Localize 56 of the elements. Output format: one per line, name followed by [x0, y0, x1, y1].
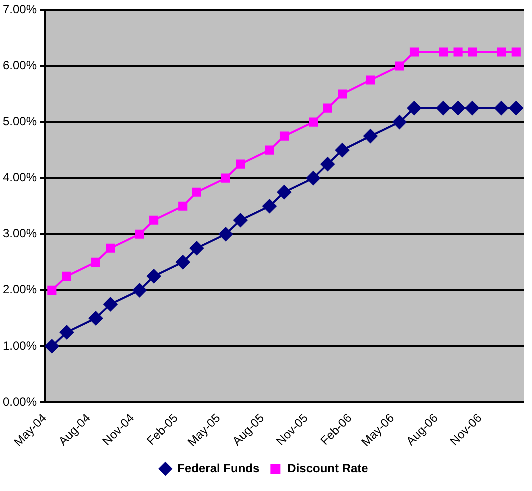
point [323, 104, 332, 113]
y-tick-label: 7.00% [2, 2, 38, 17]
point [395, 62, 404, 71]
point [265, 146, 274, 155]
point [62, 272, 72, 281]
point [509, 101, 524, 116]
point [320, 157, 335, 172]
point [466, 101, 480, 116]
point [451, 101, 466, 116]
point [104, 297, 118, 312]
point [494, 101, 509, 116]
point [45, 339, 60, 354]
y-tick-label: 5.00% [2, 114, 38, 129]
legend-label: Federal Funds [178, 461, 260, 476]
point [262, 199, 277, 214]
point [309, 118, 318, 127]
point [60, 325, 74, 340]
point [338, 90, 348, 99]
point [278, 185, 292, 200]
y-tick-label: 6.00% [2, 58, 38, 73]
y-tick-label: 0.00% [2, 394, 38, 409]
point [364, 129, 378, 144]
point [236, 160, 246, 169]
point [306, 171, 321, 186]
point [439, 48, 448, 57]
point [48, 286, 57, 295]
y-tick-label: 4.00% [2, 170, 38, 185]
point [132, 283, 147, 298]
point [106, 244, 116, 253]
point [468, 48, 478, 57]
point [497, 48, 506, 57]
point [218, 227, 233, 242]
point [336, 143, 350, 158]
point [392, 115, 407, 130]
point [176, 255, 190, 270]
point [221, 174, 230, 183]
point [234, 213, 248, 228]
point [192, 188, 202, 197]
point [135, 230, 144, 239]
point [190, 241, 204, 256]
y-tick-label: 3.00% [2, 226, 38, 241]
point [91, 258, 101, 267]
point [88, 311, 103, 326]
point [150, 216, 159, 225]
point [280, 132, 290, 141]
point [178, 202, 188, 211]
point [147, 269, 162, 284]
y-tick-label: 2.00% [2, 282, 38, 297]
point [366, 76, 376, 85]
point [512, 48, 521, 57]
point [407, 101, 422, 116]
point [410, 48, 420, 57]
point [454, 48, 463, 57]
legend-label: Discount Rate [288, 461, 369, 476]
point [436, 101, 451, 116]
y-tick-label: 1.00% [2, 338, 38, 353]
